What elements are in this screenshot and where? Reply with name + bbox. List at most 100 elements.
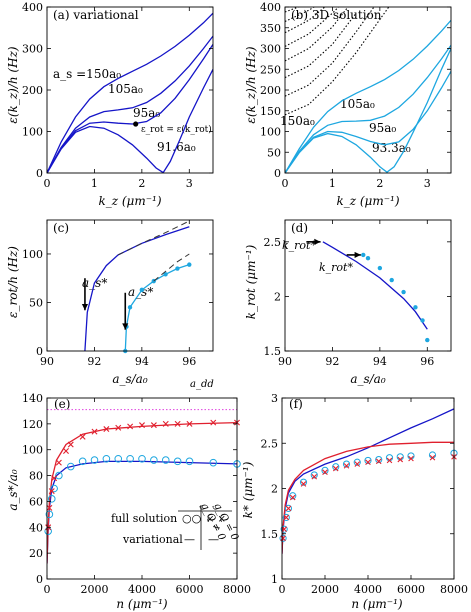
panel-e-full-blue-14	[173, 457, 182, 466]
panel-c-full-dot-7	[187, 262, 192, 267]
panel-e-full-red-12	[139, 422, 145, 429]
panel-e-ytick-label-0: 0	[36, 573, 43, 586]
panel-f-xtick-label-1: 2000	[311, 583, 339, 596]
panel-b-xtick-label-2: 2	[376, 177, 383, 190]
panel-b-ytick-label-8: 400	[260, 1, 281, 14]
panel-d-full-dot-1	[365, 256, 371, 261]
panel-b-label-95: 95a₀	[369, 121, 396, 135]
panel-a-xtick-label-2: 2	[138, 177, 145, 190]
panel-d-full-dot-7	[425, 337, 430, 343]
panel-e-full-red-6	[67, 441, 74, 448]
panel-d-full-dot-0	[361, 252, 366, 258]
panel-f-xtick-label-3: 6000	[397, 583, 425, 596]
panel-c-full-dot-3	[139, 287, 145, 293]
panel-e-legend-full-blue: ○○	[182, 512, 201, 525]
panel-e-full-blue-7	[90, 456, 99, 464]
panel-f-xtick-label-0: 0	[279, 583, 286, 596]
panel-d-xtick-label-2: 94	[373, 355, 387, 368]
panel-f-full-blue-10	[353, 458, 361, 466]
panel-a-krot-point	[133, 121, 139, 127]
panel-f-full-blue-6	[310, 471, 318, 479]
panel-f-ytick-label-0: 1	[271, 573, 278, 586]
panel-f-title: (f)	[289, 397, 303, 411]
panel-d-ylabel: k_rot (μm⁻¹)	[244, 244, 258, 319]
panel-c: (c) ε_rot/h (Hz) a_s/a₀ a_s* a_s* 90 92 94…	[6, 219, 214, 386]
panel-e-ytick-label-4: 80	[29, 470, 43, 483]
panel-b-dotted-4	[285, 7, 340, 47]
panel-c-arrow-full-head	[122, 323, 129, 330]
panel-d-full-dot-5	[413, 305, 418, 310]
panel-f-xlabel: n (μm⁻¹)	[351, 597, 403, 611]
panel-a-series-0	[47, 12, 213, 173]
panel-b-ytick-label-5: 250	[260, 63, 281, 76]
panel-e-legend-full-solution: full solution	[111, 512, 177, 525]
panel-e-full-red-2	[48, 488, 55, 495]
panel-d-ytick-label-0: 1.5	[264, 345, 282, 358]
panel-a-series-1	[47, 35, 213, 173]
panel-d-arrow-variational-head	[314, 238, 321, 245]
panel-e-full-blue-1	[45, 510, 54, 519]
panel-e-full-red-17	[210, 419, 217, 426]
panel-b-series-1	[285, 44, 451, 173]
panel-a-annotation-erot: ε_rot = ε(k_rot)	[141, 124, 212, 135]
panel-e-frame	[46, 397, 238, 580]
panel-e-add-label: a_dd	[190, 379, 214, 390]
panel-b: (b) 3D solution ε(k_z)/h (Hz) k_z (μm⁻¹)…	[244, 1, 452, 208]
panel-e-xlabel: n (μm⁻¹)	[116, 597, 168, 611]
panel-f-full-red-9	[343, 463, 350, 469]
panel-b-ytick-label-2: 100	[260, 126, 281, 139]
panel-f-full-blue-12	[375, 455, 383, 464]
panel-e-xtick-label-1: 2000	[81, 583, 109, 596]
panel-e-ytick-label-1: 20	[29, 547, 43, 560]
panel-c-ytick-label-0: 0	[36, 345, 43, 358]
panel-d-full-dot-3	[389, 277, 394, 283]
panel-e-full-red-11	[127, 423, 134, 430]
panel-a-frame	[46, 6, 214, 174]
panel-e-full-red-13	[150, 422, 157, 429]
panel-b-dotted-2	[285, 12, 357, 79]
panel-d-krot-star-variational: k_rot*	[282, 239, 316, 252]
panel-a: (a) variational ε(k_z)/h (Hz) k_z (μm⁻¹)…	[6, 1, 214, 208]
panel-f-full-red-15	[408, 455, 414, 462]
panel-f-full-blue-2	[282, 513, 290, 522]
panel-c-full-dot-5	[163, 272, 168, 277]
panel-d-ytick-label-2: 2.5	[264, 236, 282, 249]
panel-e-full-red-15	[174, 420, 181, 427]
panel-a-ytick-label-0: 0	[36, 167, 43, 180]
panel-e-full-blue-8	[102, 454, 111, 463]
panel-e-ytick-label-2: 40	[29, 521, 43, 534]
panel-f-full-red-1	[281, 526, 287, 533]
panel-d-xtick-label-3: 96	[420, 355, 434, 368]
panel-d-xtick-label-1: 92	[325, 355, 339, 368]
panel-d-arrow-full-head	[354, 251, 361, 258]
panel-d-xtick-label-0: 90	[278, 355, 292, 368]
panel-e-ytick-label-3: 60	[29, 495, 43, 508]
panel-a-ylabel: ε(k_z)/h (Hz)	[6, 46, 20, 123]
panel-f-full-red-7	[322, 469, 328, 475]
panel-f-full-red-3	[285, 505, 292, 512]
panel-d: (d) k_rot (μm⁻¹) a_s/a₀ k_rot* k_rot* 90…	[244, 219, 452, 386]
panel-f-full-blue-9	[342, 460, 351, 468]
panel-c-full-dot-6	[175, 266, 180, 271]
panel-a-xtick-label-1: 1	[91, 177, 98, 190]
panel-e-legend-var-blue: —	[184, 533, 195, 546]
panel-c-ytick-label-2: 100	[22, 248, 43, 261]
panel-f-full-blue-0	[279, 534, 287, 542]
panel-f-ytick-label-2: 2	[271, 483, 278, 496]
panel-e-full-blue-11	[138, 454, 146, 463]
panel-e-full-red-1	[46, 504, 53, 511]
panel-f-full-blue-7	[321, 466, 329, 474]
panel-b-ytick-label-3: 150	[260, 105, 281, 118]
panel-e-full-red-8	[91, 428, 98, 435]
panel-f-full-blue-1	[280, 525, 288, 533]
panel-b-xlabel: k_z (μm⁻¹)	[336, 194, 399, 208]
panel-d-xlabel: a_s/a₀	[350, 372, 386, 386]
panel-f-ytick-label-1: 1.5	[261, 528, 279, 541]
panel-e-full-red-16	[186, 420, 193, 427]
panel-b-ytick-label-6: 300	[260, 43, 281, 56]
panel-f-var-blue	[282, 408, 454, 554]
panel-f-full-blue-5	[299, 478, 308, 486]
panel-b-ytick-label-7: 350	[260, 22, 281, 35]
panel-c-arrow-variational-head	[81, 303, 88, 311]
panel-b-ytick-label-0: 0	[274, 167, 281, 180]
